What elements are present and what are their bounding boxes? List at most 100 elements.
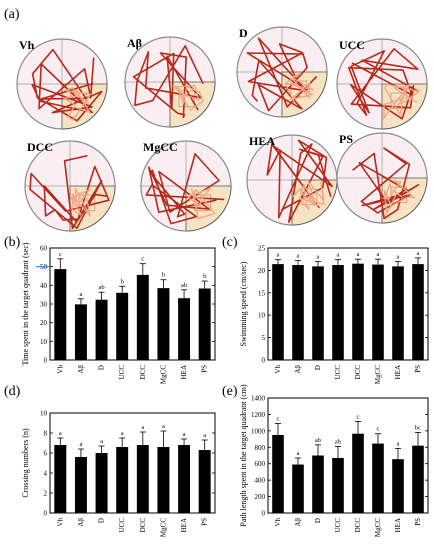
x-tick-label: MgCC bbox=[374, 518, 382, 537]
pool-label: PS bbox=[339, 132, 353, 146]
bar-Aβ bbox=[74, 304, 87, 360]
panel-label-b: (b) bbox=[4, 235, 21, 250]
swim-track bbox=[29, 154, 110, 230]
pool-label: UCC bbox=[339, 38, 365, 52]
bar-D bbox=[312, 455, 324, 513]
x-tick-label: HEA bbox=[180, 365, 188, 379]
significance-letter: a bbox=[417, 250, 420, 257]
target-quadrant bbox=[381, 83, 428, 130]
x-tick-label: Aβ bbox=[77, 518, 85, 527]
significance-letter: ab bbox=[315, 437, 321, 444]
x-tick-label: DCC bbox=[354, 518, 362, 533]
x-tick-label: UCC bbox=[334, 365, 342, 380]
y-tick-label: 0 bbox=[44, 510, 48, 518]
platform bbox=[300, 188, 318, 206]
plot-frame bbox=[49, 412, 216, 514]
y-axis-label: Crossing numbers (n) bbox=[21, 428, 30, 498]
bar-MgCC bbox=[157, 447, 170, 513]
significance-letter: a bbox=[337, 252, 340, 259]
pool-label: DCC bbox=[27, 140, 53, 154]
swim-track-target bbox=[171, 84, 204, 112]
x-tick-label: Vh bbox=[274, 518, 282, 527]
x-tick-label: D bbox=[98, 518, 106, 523]
bar-DCC bbox=[136, 445, 149, 513]
pool-label: Vh bbox=[19, 38, 35, 52]
swim-track bbox=[132, 45, 204, 119]
x-tick-label: Vh bbox=[56, 365, 64, 374]
bar-Vh bbox=[272, 434, 284, 513]
plot-frame bbox=[49, 247, 216, 361]
x-tick-label: DCC bbox=[354, 365, 362, 380]
y-axis-label: Swimming speed (cm/sec) bbox=[239, 261, 248, 346]
significance-letter: a bbox=[59, 430, 62, 437]
significance-letter: c bbox=[59, 251, 62, 258]
y-tick-label: 20 bbox=[258, 267, 266, 275]
significance-letter: ab bbox=[181, 282, 187, 289]
pool-label: Aβ bbox=[127, 36, 142, 50]
bar-Aβ bbox=[292, 265, 304, 360]
significance-letter: a bbox=[141, 424, 144, 431]
pool-5: DCC bbox=[24, 140, 116, 232]
x-tick-label: PS bbox=[201, 518, 209, 526]
significance-letter: a bbox=[297, 253, 300, 260]
bar-D bbox=[95, 299, 108, 360]
x-tick-label: D bbox=[314, 518, 322, 523]
bar-DCC bbox=[136, 274, 149, 360]
swim-track-target bbox=[383, 179, 416, 216]
x-tick-label: UCC bbox=[118, 518, 126, 533]
significance-letter: c bbox=[377, 426, 380, 433]
y-tick-label: 10 bbox=[258, 312, 266, 320]
bar-Aβ bbox=[292, 464, 304, 513]
swim-track-target bbox=[383, 83, 421, 120]
y-tick-label: 0 bbox=[262, 357, 266, 365]
chart-time-target-quadrant: 0102030405060Time spent in the target qu… bbox=[21, 242, 216, 384]
pool-label: D bbox=[239, 26, 248, 40]
bar-PS bbox=[412, 264, 424, 360]
significance-letter: c bbox=[141, 256, 144, 263]
bar-DCC bbox=[352, 433, 364, 513]
y-tick-label: 1000 bbox=[251, 427, 266, 435]
chart-crossing-numbers: 0 2 4 6 8 10 Crossing numbers (n) a Vh a Aβ a Da UCC a… bbox=[21, 410, 216, 537]
y-tick-label: 30 bbox=[40, 301, 48, 309]
y-tick-label: 6 bbox=[44, 450, 48, 458]
pool-8: PS bbox=[336, 132, 428, 224]
y-tick-label: 600 bbox=[255, 460, 266, 468]
significance-letter: a bbox=[357, 251, 360, 258]
swim-track-target bbox=[283, 72, 315, 105]
bar-HEA bbox=[392, 459, 404, 513]
bar-DCC bbox=[352, 263, 364, 360]
y-tick-label: 0 bbox=[44, 357, 48, 365]
significance-letter: b bbox=[203, 273, 206, 280]
x-tick-label: UCC bbox=[334, 518, 342, 533]
y-axis-label: Path length spent in the target quadrant… bbox=[239, 384, 248, 527]
swim-track bbox=[246, 37, 318, 112]
y-tick-label: 15 bbox=[258, 289, 266, 297]
y-tick-label: 1200 bbox=[251, 411, 266, 419]
pool-2: Aβ bbox=[124, 36, 216, 128]
y-tick-label: 2 bbox=[44, 490, 48, 498]
significance-letter: a bbox=[277, 252, 280, 259]
y-tick-label: 40 bbox=[40, 282, 48, 290]
significance-letter: a bbox=[100, 438, 103, 445]
significance-letter: a bbox=[317, 253, 320, 260]
swim-path-pools: Vh Aβ D UCC DCC MgCC HEA PS bbox=[16, 26, 428, 232]
x-tick-label: MgCC bbox=[159, 365, 167, 384]
y-tick-label: 0 bbox=[262, 510, 266, 518]
x-tick-label: D bbox=[314, 365, 322, 370]
panel-label-c: (c) bbox=[222, 235, 238, 250]
significance-letter: c bbox=[277, 415, 280, 422]
y-tick-label: 25 bbox=[258, 245, 266, 253]
bar-MgCC bbox=[157, 288, 170, 360]
y-axis-label: Time spent in the target quadrant (sec) bbox=[21, 242, 30, 365]
significance-letter: a bbox=[377, 251, 380, 258]
significance-letter: ab bbox=[98, 284, 104, 291]
significance-letter: c bbox=[357, 413, 360, 420]
pool-4: UCC bbox=[336, 38, 428, 130]
chart-swimming-speed: 0 5 10 15 20 25 Swimming speed (cm/sec) a Vh a Aβ a… bbox=[239, 245, 429, 384]
significance-letter: b bbox=[121, 278, 124, 285]
swim-track-target bbox=[187, 187, 216, 220]
significance-letter: a bbox=[162, 423, 165, 430]
significance-letter: a bbox=[121, 430, 124, 437]
bar-Aβ bbox=[74, 457, 87, 513]
